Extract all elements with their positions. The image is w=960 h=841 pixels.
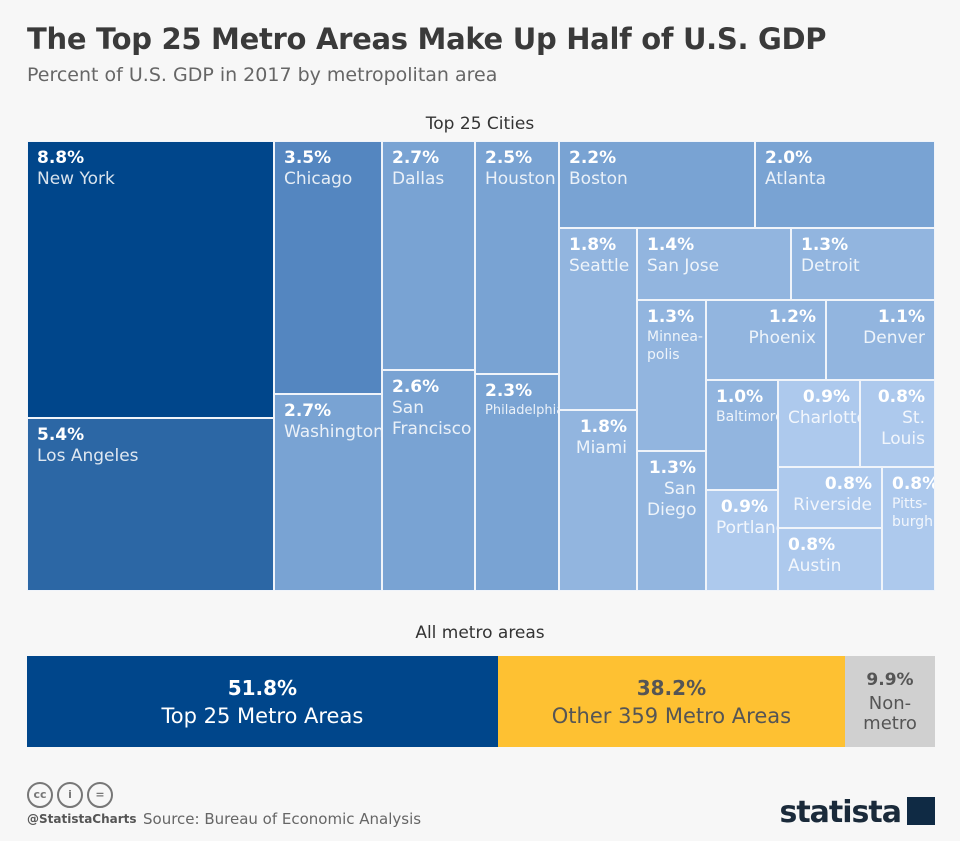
treemap: 8.8% New York 5.4% Los Angeles 3.5% Chicago 2.… (27, 141, 935, 591)
cell-label: San Diego (647, 479, 697, 520)
bar-title: All metro areas (415, 623, 545, 643)
cell-value: 1.0% (716, 387, 764, 407)
cell-label: Atlanta (765, 169, 826, 189)
bar-segment-top-25-metro-areas: 51.8% Top 25 Metro Areas (27, 656, 498, 747)
cell-value: 2.7% (284, 401, 332, 421)
stacked-bar: 51.8% Top 25 Metro Areas 38.2% Other 359 Me… (27, 656, 935, 747)
treemap-cell-boston: 2.2% Boston (559, 141, 755, 228)
bar-segment-other-359-metro-areas: 38.2% Other 359 Metro Areas (497, 656, 846, 747)
cell-value: 0.9% (802, 387, 850, 407)
treemap-cell-los-angeles: 5.4% Los Angeles (27, 418, 274, 591)
license-icons: cc i = (27, 782, 117, 808)
cell-label: Houston (485, 169, 556, 189)
cell-label: Denver (863, 328, 925, 348)
cell-value: 2.7% (392, 148, 440, 168)
cc-icon: cc (27, 782, 53, 808)
cell-label: Miami (575, 438, 627, 458)
treemap-cell-seattle: 1.8% Seattle (559, 228, 637, 410)
cell-value: 5.4% (37, 425, 85, 445)
treemap-cell-san-jose: 1.4% San Jose (637, 228, 791, 300)
segment-label: Top 25 Metro Areas (161, 703, 364, 728)
treemap-cell-new-york: 8.8% New York (27, 141, 274, 418)
treemap-cell-baltimore: 1.0% Baltimore (706, 380, 778, 490)
treemap-cell-atlanta: 2.0% Atlanta (755, 141, 935, 228)
treemap-cell-portland: 0.9%Portland (706, 490, 778, 591)
cell-value: 1.3% (647, 307, 695, 327)
treemap-cell-washington: 2.7% Washington (274, 394, 382, 591)
bar-segment-non-metro: 9.9% Non-metro (845, 656, 935, 747)
segment-value: 38.2% (636, 675, 707, 700)
treemap-cell-phoenix: 1.2% Phoenix (706, 300, 826, 380)
cell-label: Phoenix (748, 328, 816, 348)
cell-label: Dallas (392, 169, 445, 189)
nd-icon: = (87, 782, 113, 808)
treemap-cell-denver: 1.1% Denver (826, 300, 935, 380)
treemap-cell-st-louis: 0.8% St. Louis (860, 380, 935, 467)
cell-value: 1.8% (579, 417, 627, 437)
statista-logo: statista (779, 795, 935, 830)
cell-value: 8.8% (37, 148, 85, 168)
cell-value: 2.0% (765, 148, 813, 168)
cell-label: Washington (284, 422, 382, 442)
treemap-cell-minnea-polis: 1.3% Minnea-polis (637, 300, 706, 451)
treemap-cell-austin: 0.8% Austin (778, 528, 882, 591)
treemap-cell-san-francisco: 2.6% San Francisco (382, 370, 475, 591)
logo-mark-icon (907, 797, 935, 825)
chart-subtitle: Percent of U.S. GDP in 2017 by metropoli… (27, 64, 498, 86)
cell-label: San Francisco (392, 398, 472, 439)
cell-label: New York (37, 169, 115, 189)
treemap-title: Top 25 Cities (425, 114, 535, 134)
cell-label: Los Angeles (37, 446, 139, 466)
segment-value: 51.8% (227, 675, 298, 700)
cell-value: 0.9% (720, 497, 768, 517)
cell-value: 0.8% (824, 474, 872, 494)
cell-value: 1.8% (569, 235, 617, 255)
cell-label: Austin (788, 556, 842, 576)
treemap-cell-miami: 1.8% Miami (559, 410, 637, 591)
segment-value: 9.9% (866, 669, 914, 690)
handle: @StatistaCharts (27, 812, 137, 826)
cell-value: 0.8% (788, 535, 836, 555)
cell-label: Minnea-polis (647, 329, 703, 363)
cell-label: Philadelphia (485, 403, 559, 418)
treemap-cell-charlotte: 0.9% Charlotte (778, 380, 860, 467)
cell-label: Portland (716, 518, 777, 538)
cell-value: 1.3% (648, 458, 696, 478)
treemap-cell-chicago: 3.5% Chicago (274, 141, 382, 394)
cell-value: 2.2% (569, 148, 617, 168)
treemap-cell-houston: 2.5% Houston (475, 141, 559, 374)
cell-label: Boston (569, 169, 628, 189)
cell-label: Detroit (801, 256, 860, 276)
cell-label: Baltimore (716, 409, 778, 425)
segment-label: Non-metro (863, 692, 917, 734)
source: Source: Bureau of Economic Analysis (143, 810, 422, 828)
cell-label: St. Louis (881, 408, 925, 449)
cell-value: 1.1% (877, 307, 925, 327)
cell-label: Riverside (793, 495, 872, 515)
treemap-cell-dallas: 2.7% Dallas (382, 141, 475, 370)
segment-label: Other 359 Metro Areas (551, 703, 792, 728)
cell-label: Charlotte (788, 408, 860, 428)
cell-value: 2.5% (485, 148, 533, 168)
treemap-cell-pitts-burgh: 0.8% Pitts-burgh (882, 467, 935, 591)
cell-label: Seattle (569, 256, 630, 276)
treemap-cell-san-diego: 1.3% San Diego (637, 451, 706, 591)
cell-value: 0.8% (892, 474, 935, 494)
treemap-cell-riverside: 0.8% Riverside (778, 467, 882, 528)
cell-value: 2.3% (485, 381, 533, 401)
by-icon: i (57, 782, 83, 808)
cell-value: 2.6% (392, 377, 440, 397)
cell-value: 1.4% (647, 235, 695, 255)
chart-title: The Top 25 Metro Areas Make Up Half of U… (27, 22, 827, 56)
treemap-cell-detroit: 1.3% Detroit (791, 228, 935, 300)
cell-value: 1.2% (768, 307, 816, 327)
cell-label: Pitts-burgh (892, 496, 934, 530)
cell-value: 1.3% (801, 235, 849, 255)
treemap-cell-philadelphia: 2.3% Philadelphia (475, 374, 559, 591)
cell-value: 0.8% (877, 387, 925, 407)
cell-value: 3.5% (284, 148, 332, 168)
cell-label: San Jose (647, 256, 720, 276)
cell-label: Chicago (284, 169, 353, 189)
